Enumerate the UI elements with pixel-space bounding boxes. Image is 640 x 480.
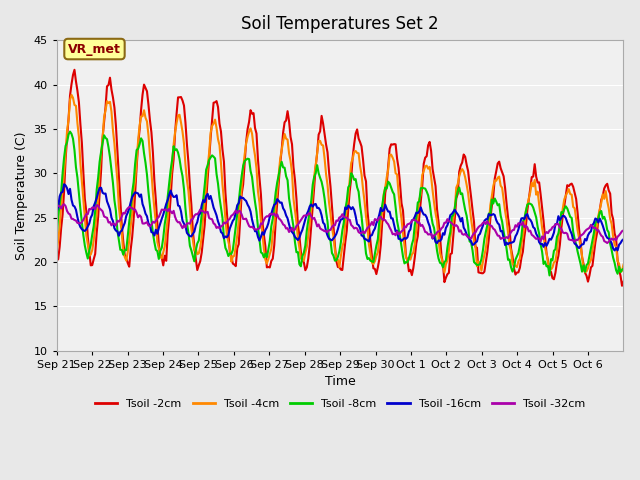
Tsoil -2cm [92, 251, 99, 257]
Line: Tsoil -8cm: Tsoil -8cm [57, 132, 623, 276]
Tsoil -4cm [346, 177, 353, 182]
Tsoil -2cm [346, 189, 353, 194]
Tsoil -32cm [60, 201, 68, 207]
Tsoil -2cm [618, 283, 626, 288]
Tsoil -2cm [458, 160, 466, 166]
Tsoil -4cm [544, 260, 552, 265]
Tsoil -32cm [74, 220, 81, 226]
Title: Soil Temperatures Set 2: Soil Temperatures Set 2 [241, 15, 439, 33]
Tsoil -16cm [611, 248, 618, 253]
Tsoil -2cm [70, 67, 78, 72]
Y-axis label: Soil Temperature (C): Soil Temperature (C) [15, 131, 28, 260]
Tsoil -4cm [440, 270, 448, 276]
Line: Tsoil -2cm: Tsoil -2cm [57, 70, 623, 286]
Tsoil -16cm [74, 214, 81, 220]
Line: Tsoil -4cm: Tsoil -4cm [57, 95, 623, 273]
Tsoil -32cm [604, 240, 611, 246]
Tsoil -16cm [53, 209, 61, 215]
Tsoil -16cm [458, 215, 466, 221]
Tsoil -8cm [543, 264, 550, 269]
Tsoil -2cm [53, 257, 61, 263]
Tsoil -8cm [546, 273, 554, 278]
Tsoil -8cm [618, 267, 626, 273]
Tsoil -32cm [92, 206, 99, 212]
Text: VR_met: VR_met [68, 43, 121, 56]
Tsoil -4cm [460, 168, 467, 174]
Tsoil -8cm [53, 233, 61, 239]
Tsoil -4cm [68, 92, 76, 98]
Tsoil -2cm [617, 273, 625, 279]
Tsoil -32cm [346, 217, 353, 223]
Line: Tsoil -32cm: Tsoil -32cm [57, 204, 623, 243]
Line: Tsoil -16cm: Tsoil -16cm [57, 184, 623, 251]
Tsoil -8cm [620, 266, 627, 272]
Tsoil -8cm [458, 191, 466, 196]
Tsoil -32cm [543, 229, 550, 235]
Tsoil -4cm [620, 262, 627, 267]
Tsoil -8cm [66, 129, 74, 134]
Tsoil -16cm [620, 236, 627, 242]
Tsoil -4cm [618, 268, 626, 274]
Tsoil -16cm [618, 238, 626, 243]
Tsoil -8cm [92, 208, 99, 214]
Tsoil -8cm [74, 175, 81, 180]
Tsoil -2cm [543, 250, 550, 256]
Tsoil -32cm [618, 228, 626, 234]
X-axis label: Time: Time [324, 375, 355, 388]
Tsoil -4cm [92, 224, 99, 230]
Tsoil -16cm [92, 200, 99, 205]
Legend: Tsoil -2cm, Tsoil -4cm, Tsoil -8cm, Tsoil -16cm, Tsoil -32cm: Tsoil -2cm, Tsoil -4cm, Tsoil -8cm, Tsoi… [91, 395, 589, 414]
Tsoil -2cm [74, 88, 81, 94]
Tsoil -8cm [346, 182, 353, 188]
Tsoil -32cm [53, 203, 61, 208]
Tsoil -16cm [543, 243, 550, 249]
Tsoil -16cm [346, 204, 353, 210]
Tsoil -32cm [458, 231, 466, 237]
Tsoil -4cm [53, 249, 61, 254]
Tsoil -32cm [620, 228, 627, 233]
Tsoil -16cm [60, 181, 68, 187]
Tsoil -2cm [620, 279, 627, 285]
Tsoil -4cm [74, 120, 81, 126]
